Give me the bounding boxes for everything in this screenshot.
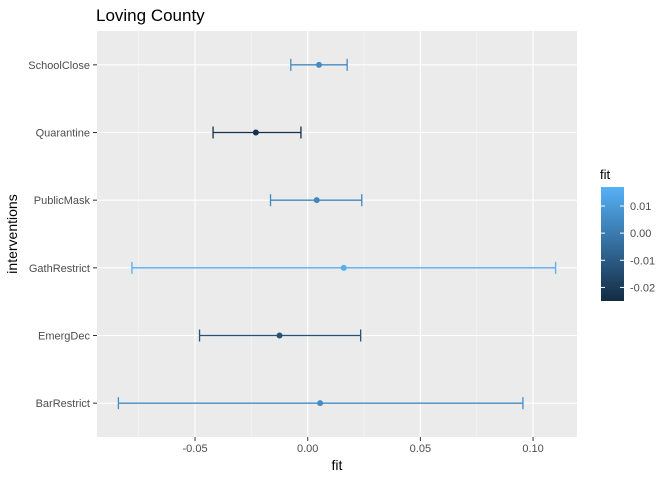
x-tick-label: 0.00	[297, 443, 318, 455]
y-axis: SchoolClose Quarantine PublicMask GathRestr…	[28, 60, 97, 410]
y-tick-label: EmergDec	[38, 331, 90, 343]
y-tick-label: BarRestrict	[36, 398, 90, 410]
points	[252, 61, 347, 407]
point-GathRestrict	[340, 264, 347, 271]
chart-title: Loving County	[96, 6, 205, 25]
legend-tick-label: -0.01	[630, 255, 655, 267]
legend-tick-label: -0.02	[630, 282, 655, 294]
point-BarRestrict	[317, 400, 324, 407]
y-tick-label: GathRestrict	[29, 263, 90, 275]
legend-ticks: 0.01 0.00 -0.01 -0.02	[601, 201, 655, 294]
point-PublicMask	[313, 197, 320, 204]
legend: fit 0.01 0.00 -0.01 -0.02	[600, 167, 655, 301]
x-axis: -0.05 0.00 0.05 0.10	[182, 437, 544, 455]
y-tick-label: SchoolClose	[28, 60, 90, 72]
plot-panel	[97, 31, 577, 437]
legend-tick-label: 0.00	[630, 228, 651, 240]
x-tick-label: 0.10	[522, 443, 543, 455]
y-tick-label: Quarantine	[36, 128, 90, 140]
legend-title: fit	[600, 167, 611, 182]
x-tick-label: -0.05	[182, 443, 207, 455]
y-tick-label: PublicMask	[34, 195, 91, 207]
minor-gridlines	[138, 31, 478, 437]
x-axis-title: fit	[332, 457, 343, 473]
legend-tick-label: 0.01	[630, 201, 651, 213]
point-Quarantine	[252, 129, 259, 136]
x-tick-label: 0.05	[410, 443, 431, 455]
y-axis-title: interventions	[4, 194, 20, 273]
point-EmergDec	[276, 332, 283, 339]
legend-colorbar	[601, 187, 624, 301]
point-SchoolClose	[315, 61, 322, 68]
